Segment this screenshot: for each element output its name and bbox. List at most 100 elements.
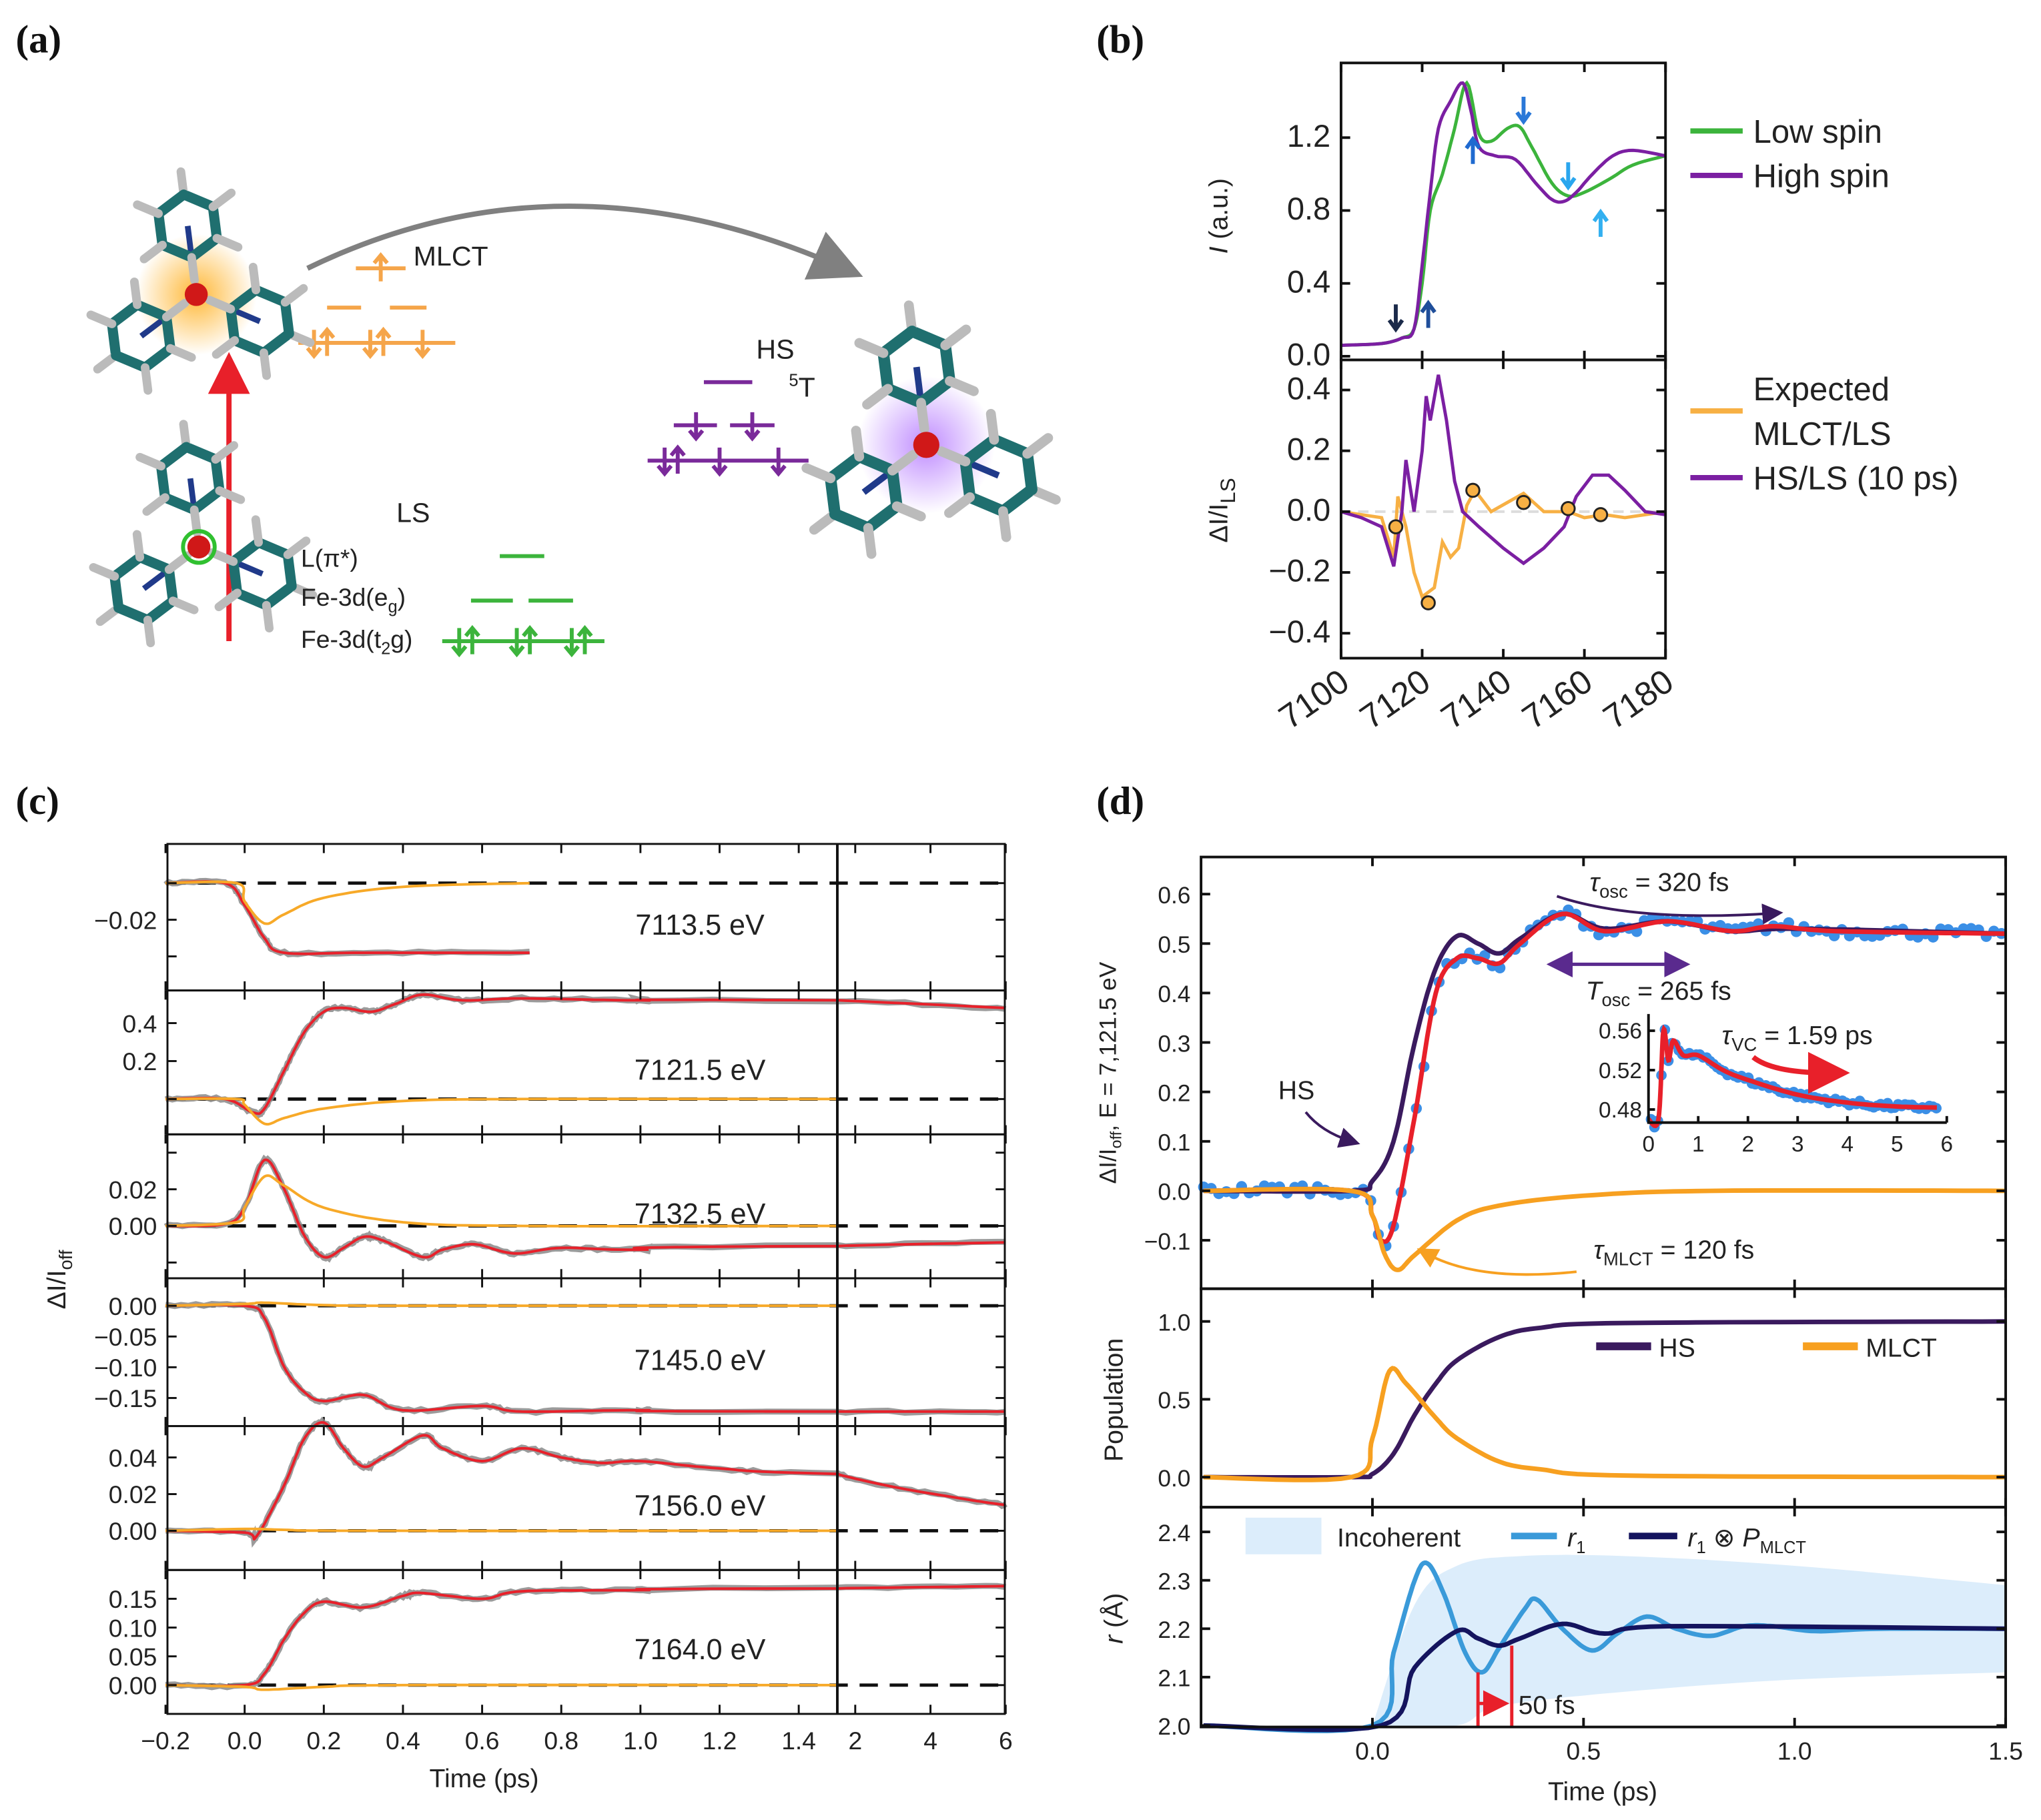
- process-arrow: [306, 203, 863, 280]
- fit-curve: [165, 1584, 1006, 1688]
- bond: [886, 464, 903, 512]
- x-tick-label: 7180: [1597, 662, 1681, 737]
- mlct-contribution: [165, 880, 530, 925]
- legend-mlct: MLCT: [1866, 1334, 1937, 1363]
- inset-y-tick-label: 0.56: [1599, 1019, 1642, 1044]
- bond: [161, 312, 175, 354]
- molecule-structure: [801, 300, 1061, 559]
- feature-arrow-icon: [1420, 300, 1437, 328]
- spin-up-icon: [688, 412, 705, 442]
- legend-r1: r1: [1567, 1524, 1585, 1557]
- legend-incoherent: Incoherent: [1337, 1524, 1461, 1552]
- d-pop-legend: HS MLCT: [1596, 1334, 1937, 1363]
- legend-r1-conv: r1 ⊗ PMLCT: [1688, 1524, 1806, 1557]
- panel-a-diagram: MLCT HS 5T LS L(π*) Fe-3d(eg) Fe-3d(t2g): [86, 167, 1061, 658]
- bond: [109, 552, 145, 582]
- hydrogen: [189, 505, 201, 537]
- bond: [186, 233, 222, 263]
- inset-x-tick-label: 6: [1941, 1132, 1954, 1157]
- hydrogen: [141, 363, 153, 395]
- hydrogen: [259, 348, 272, 380]
- bond: [258, 328, 294, 358]
- legend-high-spin: High spin: [1753, 159, 1890, 195]
- hydrogen: [86, 310, 117, 328]
- bond: [280, 297, 294, 339]
- y-tick-label: 0.10: [109, 1614, 157, 1642]
- r1-conv-pmlct-curve: [1203, 1621, 2006, 1733]
- b-top-axes: [1339, 61, 1667, 362]
- panel-label-c: (c): [16, 779, 59, 823]
- feature-arrow-icon: [1560, 162, 1577, 191]
- legend-hs-ls: HS/LS (10 ps): [1753, 461, 1959, 497]
- measured-data: [165, 1416, 1008, 1548]
- fit-curve: [165, 1421, 1006, 1541]
- bond: [155, 461, 170, 503]
- mlct-contribution: [165, 1174, 839, 1228]
- c-xlabel: Time (ps): [429, 1765, 538, 1793]
- hydrogen: [801, 463, 836, 484]
- energy-label: 7113.5 eV: [635, 909, 765, 941]
- x-tick-label: 7100: [1272, 662, 1356, 737]
- y-tick-label: 0.2: [1287, 431, 1330, 466]
- t-osc-label: Tosc = 265 fs: [1586, 977, 1731, 1010]
- x-tick-label: 7120: [1353, 662, 1437, 737]
- y-tick-label: 0.6: [1158, 883, 1190, 909]
- spin-down-icon: [375, 326, 392, 356]
- y-tick-label: 1.2: [1287, 118, 1330, 153]
- hydrogen: [863, 523, 877, 559]
- mlct-contribution: [165, 1301, 839, 1308]
- bond: [107, 318, 121, 361]
- feature-arrow-icon: [1465, 135, 1481, 164]
- spin-up-icon: [451, 628, 468, 658]
- bond: [882, 383, 927, 409]
- y-tick-label: 0.1: [1158, 1130, 1190, 1156]
- energy-label: 7121.5 eV: [635, 1054, 766, 1086]
- y-tick-label: −0.15: [94, 1384, 157, 1412]
- bond: [1022, 448, 1038, 496]
- hydrogen: [1022, 433, 1054, 459]
- x-tick-label: 0.2: [306, 1727, 341, 1755]
- bond: [226, 304, 240, 346]
- energy-label: 7145.0 eV: [635, 1344, 766, 1376]
- panel-label-a: (a): [16, 18, 62, 61]
- bond: [109, 571, 124, 613]
- c-row-7121.5: 0.2 0.4 7121.5 eV: [123, 989, 1007, 1135]
- feature-arrow-icon: [1387, 304, 1404, 333]
- d-annotations: τosc = 320 fs Tosc = 265 fs τVC = 1.59 p…: [1278, 869, 1873, 1276]
- hydrogen: [89, 562, 119, 581]
- x-tick-label: 1.0: [623, 1727, 658, 1755]
- bond: [853, 450, 899, 476]
- spin-up-icon: [414, 330, 431, 360]
- spin-up-icon: [362, 330, 378, 360]
- y-tick-label: 0.0: [1158, 1180, 1190, 1206]
- inset-x-tick-label: 2: [1741, 1132, 1754, 1157]
- bond: [153, 189, 189, 219]
- hs-curve: [1203, 911, 2006, 1194]
- hydrogen: [129, 278, 142, 310]
- spin-up-icon: [657, 447, 673, 477]
- inset-y-tick-label: 0.52: [1599, 1059, 1642, 1083]
- y-tick-label: −0.02: [94, 906, 157, 934]
- hydrogen: [212, 234, 243, 252]
- c-row-axes: [166, 1277, 1006, 1428]
- bond: [282, 549, 297, 592]
- c-row-axes: [166, 989, 1006, 1135]
- x-tick-label: 0.8: [544, 1727, 578, 1755]
- inset-x-tick-label: 1: [1692, 1132, 1705, 1157]
- c-ylabel: ΔI/Ioff: [43, 1250, 76, 1309]
- y-tick-label: 2.4: [1158, 1520, 1190, 1546]
- ring: [181, 529, 217, 565]
- spin-up-icon: [744, 412, 761, 442]
- energy-level-diagrams: [86, 167, 1061, 658]
- hydrogen: [862, 384, 893, 410]
- y-tick-label: 0.4: [1158, 981, 1190, 1007]
- spin-up-icon: [508, 628, 525, 658]
- bond: [163, 564, 178, 606]
- panel-label-b: (b): [1096, 18, 1144, 61]
- mlct-label: MLCT: [414, 241, 488, 272]
- d-pop-ylabel: Population: [1100, 1338, 1128, 1462]
- hydrogen: [985, 408, 999, 445]
- hydrogen: [945, 376, 979, 396]
- l-pi-label: L(π*): [301, 544, 358, 572]
- hydrogen: [208, 548, 238, 566]
